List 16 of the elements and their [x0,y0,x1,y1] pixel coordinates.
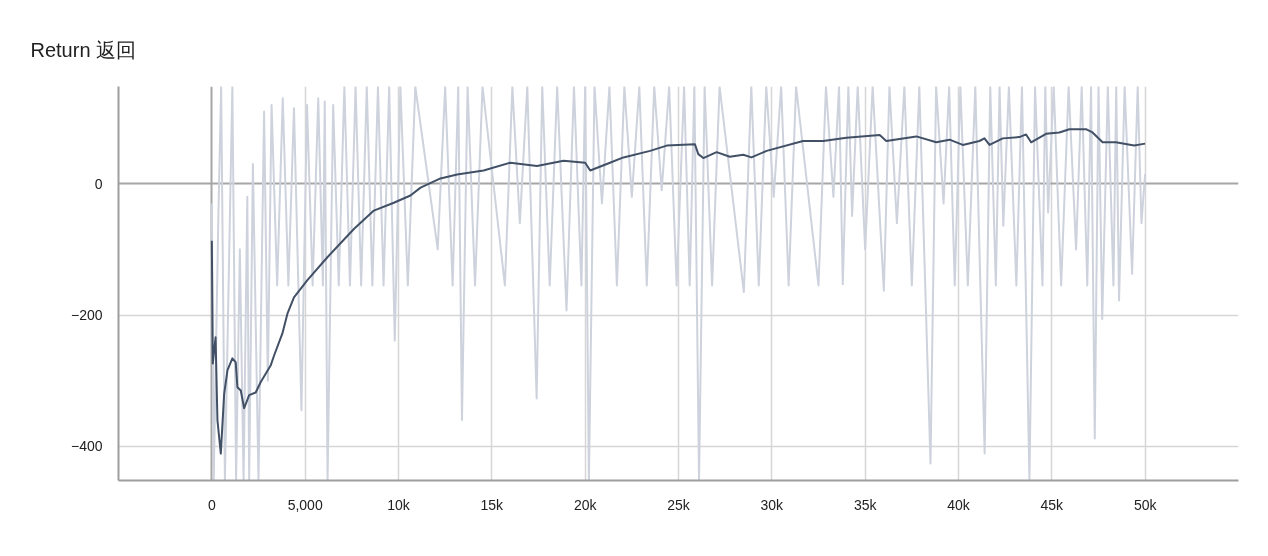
x-tick-label: 5,000 [287,496,323,513]
x-tick-label: 35k [853,496,878,513]
x-tick-label: 50k [1133,496,1158,513]
y-tick-label: −200 [70,307,103,324]
x-tick-label: 30k [760,496,785,513]
x-tick-label: 10k [387,496,411,513]
x-tick-label: 25k [667,496,691,513]
x-tick-label: 40k [947,496,971,513]
x-tick-label: 45k [1040,496,1065,513]
x-tick-label: 20k [573,496,598,513]
line-series [210,128,1147,455]
chart-title: Return 返回 [30,38,137,61]
y-tick-label: −400 [70,438,103,455]
x-tick-label: 15k [480,496,505,513]
y-tick-label: 0 [94,175,103,192]
x-tick-label: 0 [207,496,216,513]
